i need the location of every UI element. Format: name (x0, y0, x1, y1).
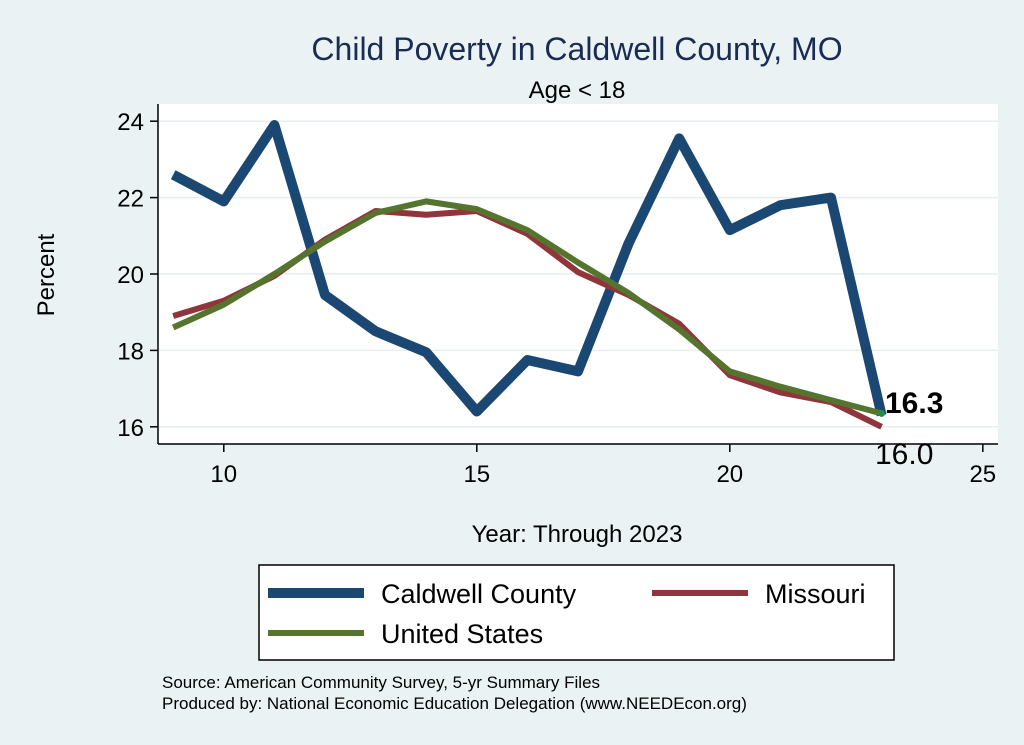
y-axis-title: Percent (33, 233, 60, 316)
series-caldwell-line (170, 120, 887, 417)
producer-note: Produced by: National Economic Education… (162, 694, 747, 713)
chart-title: Child Poverty in Caldwell County, MO (311, 31, 842, 67)
y-ticks: 16 18 20 22 24 (117, 109, 158, 442)
x-ticks: 10 15 20 25 (210, 444, 996, 488)
legend-label-missouri: Missouri (765, 579, 866, 609)
x-axis-title: Year: Through 2023 (472, 521, 683, 548)
y-tick-label: 24 (117, 109, 144, 136)
series-us-line (171, 198, 883, 417)
y-tick-label: 20 (117, 262, 144, 289)
x-tick-label: 10 (210, 461, 237, 488)
legend-label-caldwell: Caldwell County (381, 579, 577, 609)
series-lines (170, 120, 887, 430)
end-point-marker (878, 409, 886, 417)
chart-subtitle: Age < 18 (529, 77, 626, 104)
x-tick-label: 15 (463, 461, 490, 488)
x-tick-label: 25 (969, 461, 996, 488)
legend-box (258, 564, 895, 661)
y-tick-label: 18 (117, 338, 144, 365)
x-tick-label: 20 (716, 461, 743, 488)
end-label-missouri: 16.0 (875, 438, 933, 471)
end-label-caldwell: 16.3 (885, 387, 943, 420)
y-tick-label: 16 (117, 415, 144, 442)
y-tick-label: 22 (117, 186, 144, 213)
source-note: Source: American Community Survey, 5-yr … (162, 673, 600, 692)
legend: Caldwell County Missouri United States (258, 564, 895, 661)
legend-label-us: United States (381, 619, 543, 649)
